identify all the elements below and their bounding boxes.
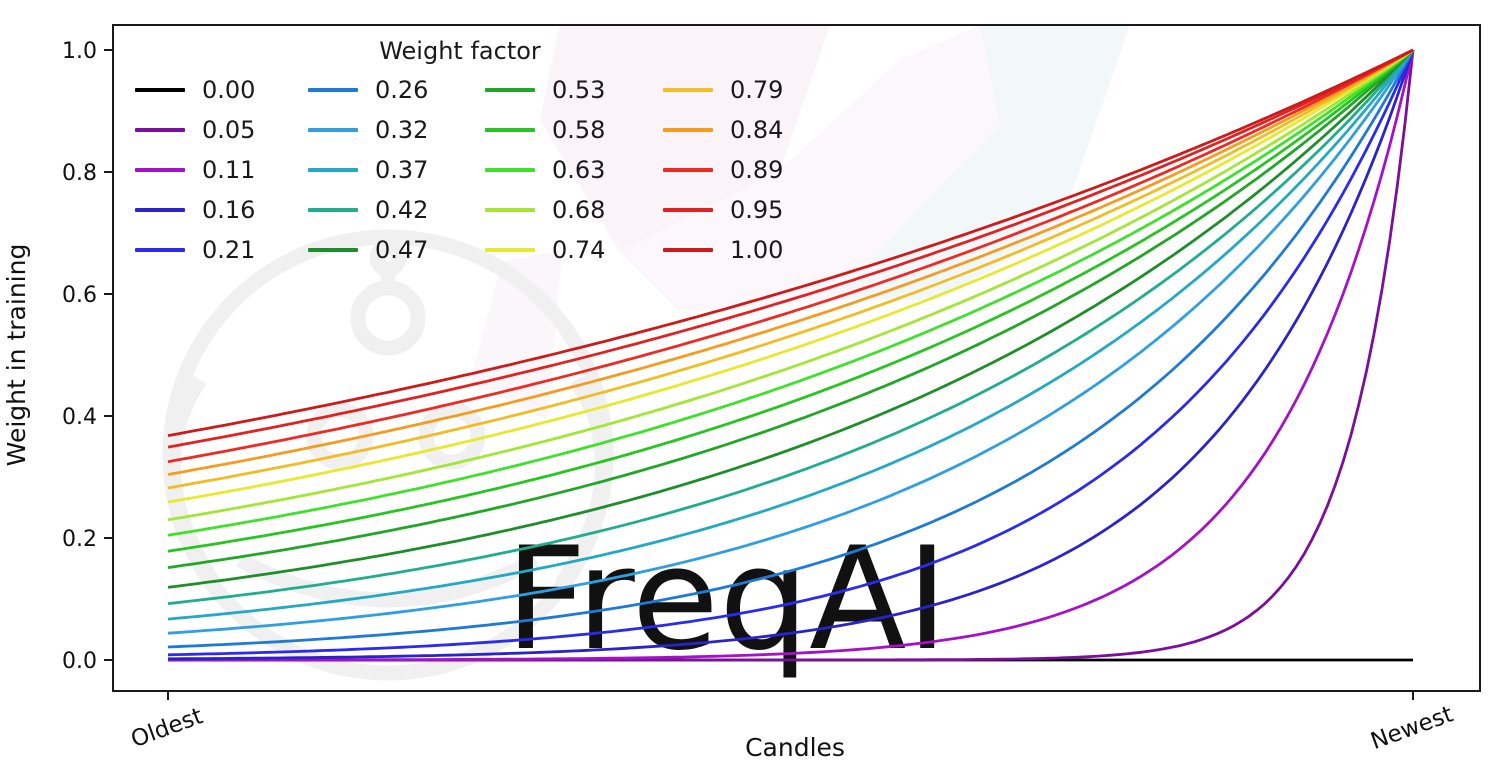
weight-curve-0.26	[167, 49, 1415, 649]
watermark-shape-blue	[832, 25, 1130, 300]
x-axis-label: Candles	[745, 733, 845, 762]
weight-curve-0.53	[167, 48, 1414, 569]
freqai-watermark: FreqAI	[162, 25, 1130, 682]
x-tick-label: Newest	[1367, 701, 1456, 755]
weight-curve-0.63	[167, 48, 1414, 537]
y-tick-label: 0.8	[62, 161, 97, 186]
weight-curve-0.89	[167, 48, 1414, 464]
weight-curves	[167, 48, 1415, 662]
weight-curve-0.68	[167, 48, 1414, 522]
weight-curve-0.21	[167, 49, 1415, 657]
y-tick-label: 0.0	[62, 649, 97, 674]
weight-curve-0.11	[168, 49, 1415, 662]
weight-curve-0.74	[167, 48, 1414, 504]
weight-curve-0.32	[167, 49, 1415, 635]
weight-curve-0.95	[167, 48, 1414, 449]
y-axis-ticks: 0.0 0.2 0.4 0.6 0.8 1.0	[62, 39, 113, 674]
watermark-shape-pink-light	[620, 25, 1000, 312]
y-tick-label: 1.0	[62, 39, 97, 64]
x-tick-label: Oldest	[128, 703, 207, 753]
y-tick-label: 0.4	[62, 405, 97, 430]
weight-curve-0.58	[167, 48, 1414, 553]
weight-curve-0.37	[167, 49, 1415, 621]
weight-curve-1.00	[167, 48, 1414, 437]
y-tick-label: 0.2	[62, 527, 97, 552]
watermark-shape-pink	[540, 25, 830, 252]
y-tick-label: 0.6	[62, 283, 97, 308]
weight-curve-0.47	[167, 49, 1415, 589]
weight-curve-0.79	[167, 48, 1414, 490]
weight-curve-0.84	[167, 48, 1414, 476]
weight-curve-0.16	[168, 49, 1415, 661]
freqtrade-logo-outline	[162, 229, 614, 681]
axes-frame	[112, 24, 1481, 692]
y-axis-label: Weight in training	[2, 244, 31, 467]
weight-curve-0.42	[167, 49, 1415, 605]
